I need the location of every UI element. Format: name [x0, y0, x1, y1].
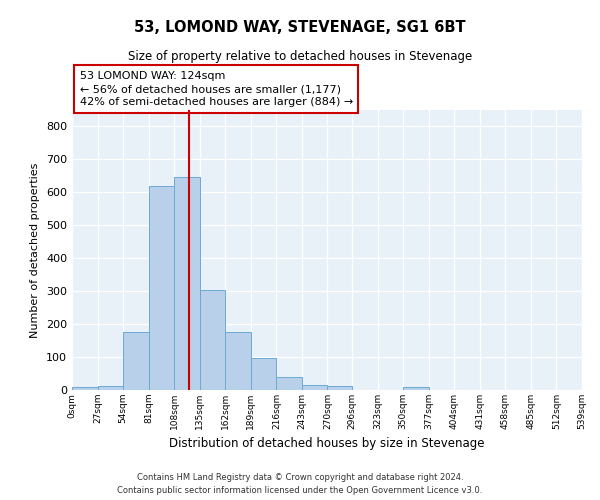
- Bar: [200, 290, 225, 390]
- Bar: [225, 332, 251, 390]
- Bar: [149, 186, 174, 390]
- Y-axis label: Number of detached properties: Number of detached properties: [31, 162, 40, 338]
- Bar: [403, 388, 429, 390]
- Text: Size of property relative to detached houses in Stevenage: Size of property relative to detached ho…: [128, 50, 472, 63]
- X-axis label: Distribution of detached houses by size in Stevenage: Distribution of detached houses by size …: [169, 438, 485, 450]
- Bar: [72, 388, 98, 390]
- Bar: [328, 386, 352, 390]
- Bar: [302, 385, 328, 390]
- Text: 53, LOMOND WAY, STEVENAGE, SG1 6BT: 53, LOMOND WAY, STEVENAGE, SG1 6BT: [134, 20, 466, 35]
- Bar: [98, 386, 123, 390]
- Bar: [251, 358, 277, 390]
- Bar: [277, 378, 302, 390]
- Text: 53 LOMOND WAY: 124sqm
← 56% of detached houses are smaller (1,177)
42% of semi-d: 53 LOMOND WAY: 124sqm ← 56% of detached …: [80, 71, 353, 107]
- Bar: [123, 332, 149, 390]
- Text: Contains HM Land Registry data © Crown copyright and database right 2024.
Contai: Contains HM Land Registry data © Crown c…: [118, 474, 482, 495]
- Bar: [174, 176, 200, 390]
